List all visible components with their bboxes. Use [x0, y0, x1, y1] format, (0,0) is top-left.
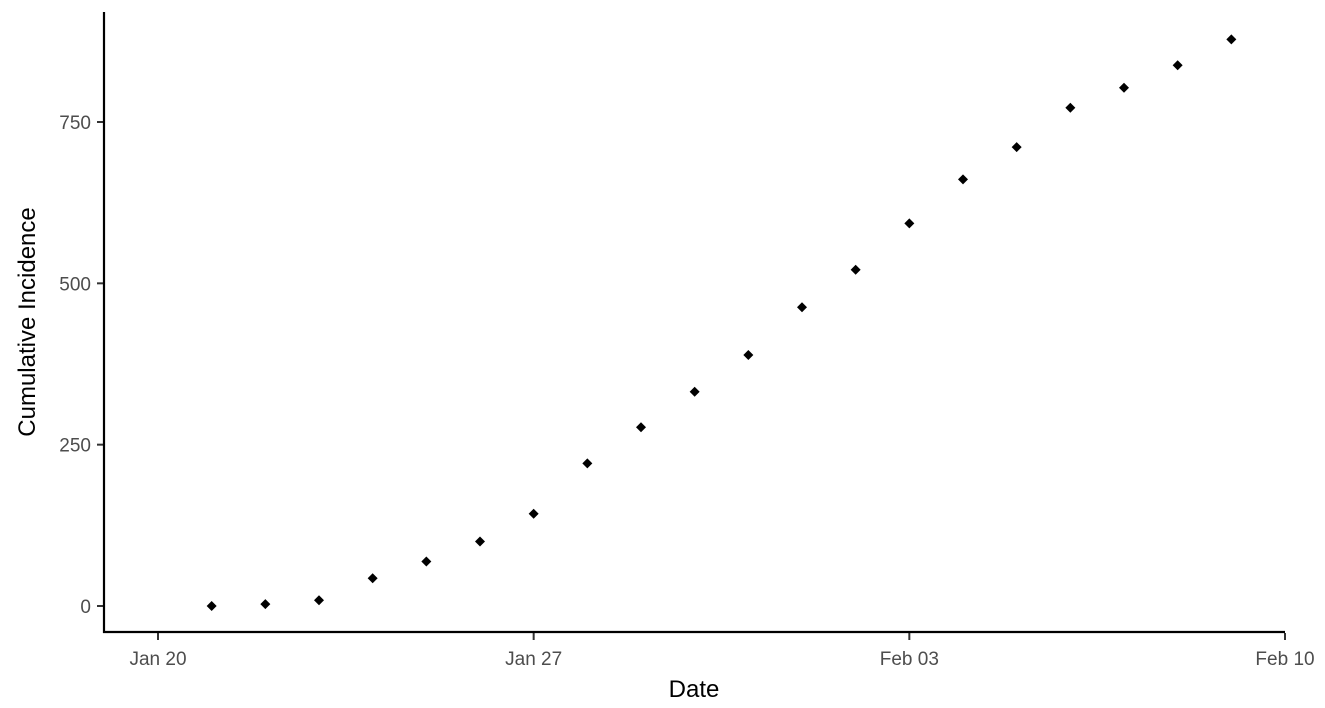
data-point — [850, 264, 861, 275]
data-point — [743, 349, 754, 360]
data-point — [904, 218, 915, 229]
data-point — [260, 599, 271, 610]
y-axis-title: Cumulative Incidence — [14, 207, 41, 436]
x-tick-label: Jan 27 — [505, 649, 562, 670]
y-axis-ticks: 0 250 500 750 — [59, 113, 104, 618]
data-point — [421, 556, 432, 567]
data-point — [528, 508, 539, 519]
data-point — [1226, 34, 1237, 45]
data-point — [582, 458, 593, 469]
y-tick-label: 250 — [59, 436, 91, 457]
data-point — [475, 536, 485, 547]
x-tick-label: Jan 20 — [129, 649, 186, 670]
data-point — [1011, 142, 1022, 153]
y-tick-label: 750 — [59, 113, 91, 134]
plot-area — [206, 34, 1237, 611]
x-axis-title: Date — [669, 676, 720, 703]
data-point — [314, 595, 324, 606]
data-point — [367, 573, 378, 584]
y-tick-label: 0 — [80, 597, 91, 618]
y-tick-label: 500 — [59, 274, 91, 295]
data-point — [1119, 82, 1129, 93]
data-point — [206, 601, 217, 611]
x-tick-label: Feb 10 — [1255, 649, 1314, 670]
x-axis-ticks: Jan 20 Jan 27 Feb 03 Feb 10 — [129, 633, 1315, 670]
data-point — [1172, 60, 1183, 71]
data-point — [797, 302, 807, 313]
data-point — [689, 386, 700, 397]
data-point — [636, 422, 646, 433]
data-point — [1065, 102, 1076, 113]
data-point — [958, 174, 968, 185]
x-tick-label: Feb 03 — [880, 649, 939, 670]
